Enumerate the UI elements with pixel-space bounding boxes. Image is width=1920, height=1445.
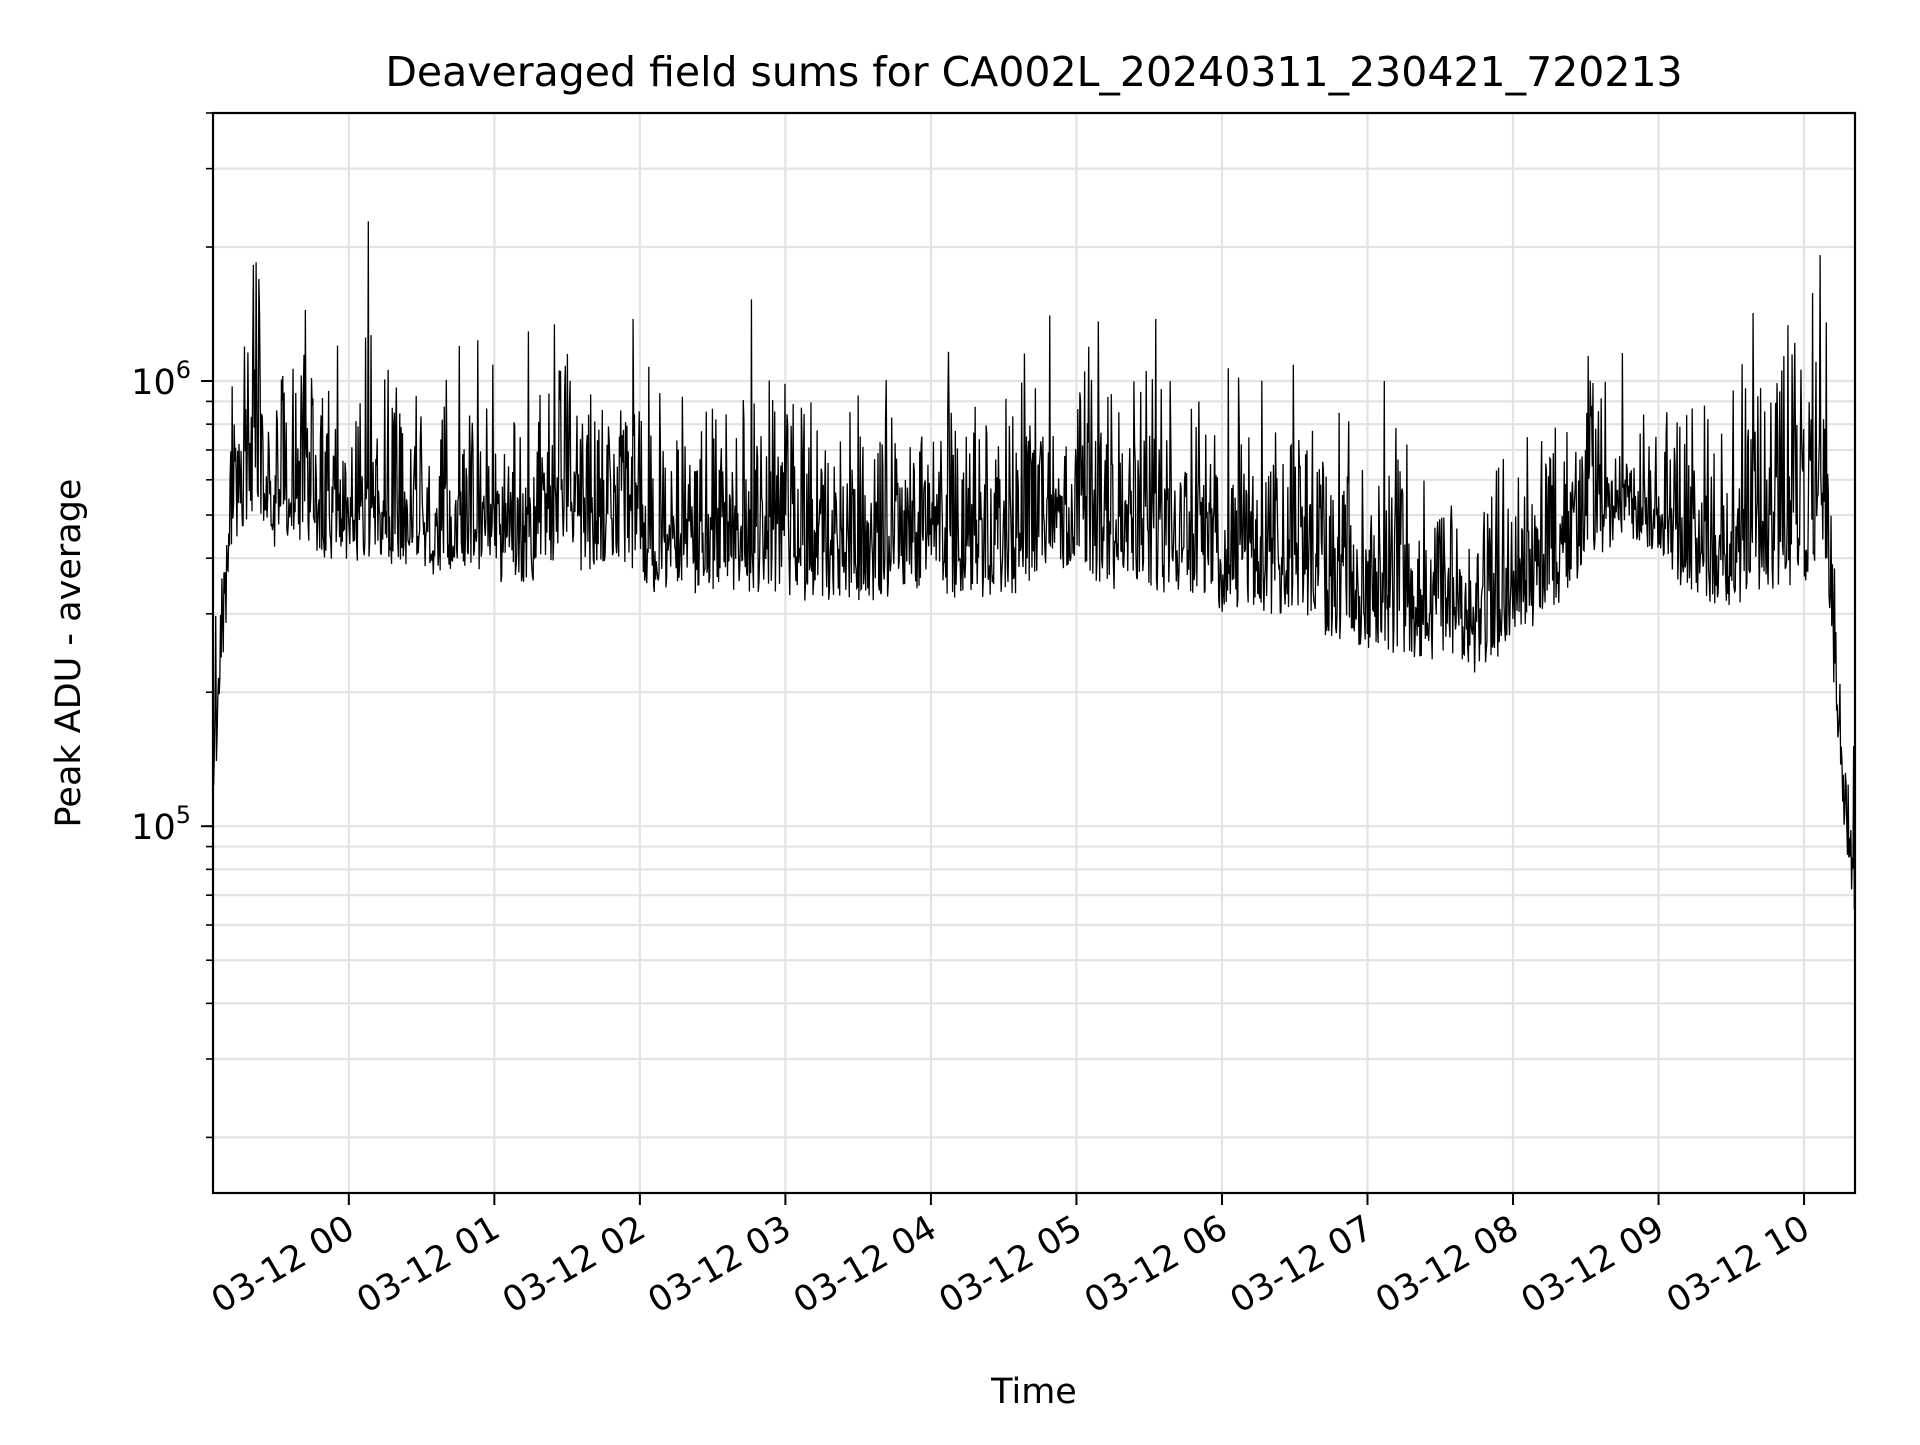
y-tick-base: 10 <box>131 808 176 848</box>
chart-title: Deaveraged field sums for CA002L_2024031… <box>385 48 1682 96</box>
y-tick-label: 105 <box>131 801 191 848</box>
y-tick-base: 10 <box>131 363 176 403</box>
x-axis-label: Time <box>990 1372 1077 1412</box>
data-layer <box>212 221 1856 910</box>
y-tick-exponent: 5 <box>176 801 191 829</box>
series-line <box>212 221 1856 910</box>
plot-frame <box>211 111 1857 1195</box>
y-tick-label: 106 <box>131 356 191 403</box>
y-axis-label: Peak ADU - average <box>49 479 89 828</box>
y-tick-exponent: 6 <box>176 356 191 384</box>
